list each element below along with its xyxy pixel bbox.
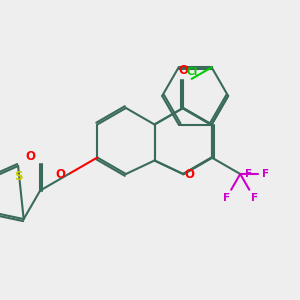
Text: S: S	[14, 170, 22, 184]
Text: F: F	[245, 169, 252, 179]
Text: F: F	[262, 169, 269, 179]
Text: O: O	[178, 64, 188, 77]
Text: O: O	[26, 150, 36, 163]
Text: F: F	[251, 193, 258, 203]
Text: F: F	[223, 193, 230, 203]
Text: O: O	[56, 167, 66, 181]
Text: Cl: Cl	[186, 68, 197, 77]
Text: O: O	[184, 167, 195, 181]
